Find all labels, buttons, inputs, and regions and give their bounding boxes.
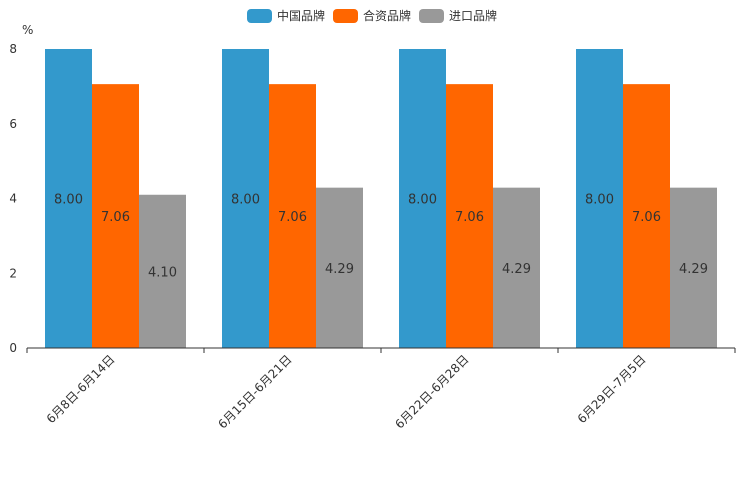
x-tick-label: 6月29日-7月5日 bbox=[575, 352, 649, 426]
data-label: 4.29 bbox=[502, 262, 531, 277]
x-axis: 6月8日-6月14日 6月15日-6月21日 6月22日-6月28日 6月29日-7月… bbox=[26, 348, 736, 432]
bars bbox=[45, 49, 717, 348]
y-tick-label: 4 bbox=[9, 192, 17, 206]
value-labels: 8.00 7.06 4.10 8.00 7.06 4.29 8.00 7.06 4.29 8.00… bbox=[54, 193, 708, 281]
legend: 中国品牌 合资品牌 进口品牌 bbox=[0, 7, 744, 24]
data-label: 7.06 bbox=[632, 210, 661, 225]
y-tick-label: 8 bbox=[9, 42, 17, 56]
bar[interactable] bbox=[92, 84, 139, 348]
bar[interactable] bbox=[139, 194, 186, 348]
y-tick-label: 0 bbox=[9, 341, 17, 355]
bar[interactable] bbox=[45, 49, 92, 348]
bar[interactable] bbox=[399, 49, 446, 348]
y-tick-label: 6 bbox=[9, 117, 17, 131]
bar[interactable] bbox=[269, 84, 316, 348]
data-label: 4.29 bbox=[679, 262, 708, 277]
bar[interactable] bbox=[493, 187, 540, 348]
x-tick-label: 6月15日-6月21日 bbox=[215, 352, 294, 431]
data-label: 7.06 bbox=[455, 210, 484, 225]
legend-swatch-import-brand bbox=[419, 8, 444, 23]
legend-label-joint-venture-brand: 合资品牌 bbox=[362, 9, 411, 23]
bar[interactable] bbox=[670, 187, 717, 348]
data-label: 8.00 bbox=[54, 193, 83, 208]
bar[interactable] bbox=[316, 187, 363, 348]
legend-item-china-brand[interactable]: 中国品牌 bbox=[246, 7, 325, 24]
legend-item-joint-venture-brand[interactable]: 合资品牌 bbox=[332, 7, 411, 24]
legend-swatch-joint-venture-brand bbox=[332, 8, 358, 23]
data-label: 8.00 bbox=[408, 193, 437, 208]
bar[interactable] bbox=[576, 49, 623, 348]
legend-swatch-china-brand bbox=[246, 8, 272, 23]
data-label: 8.00 bbox=[231, 193, 260, 208]
data-label: 4.29 bbox=[325, 262, 354, 277]
legend-item-import-brand[interactable]: 进口品牌 bbox=[419, 7, 497, 24]
data-label: 7.06 bbox=[101, 210, 130, 225]
bar[interactable] bbox=[222, 49, 269, 348]
bar[interactable] bbox=[623, 84, 670, 348]
data-label: 8.00 bbox=[585, 193, 614, 208]
data-label: 4.10 bbox=[148, 265, 177, 280]
data-label: 7.06 bbox=[278, 210, 307, 225]
y-tick-label: 2 bbox=[9, 266, 17, 280]
bar[interactable] bbox=[446, 84, 493, 348]
legend-label-china-brand: 中国品牌 bbox=[276, 9, 325, 23]
y-axis-unit: % bbox=[22, 23, 33, 37]
x-tick-label: 6月8日-6月14日 bbox=[44, 352, 118, 426]
legend-label-import-brand: 进口品牌 bbox=[449, 9, 498, 23]
y-axis: 0 2 4 6 8 bbox=[9, 42, 17, 355]
x-tick-label: 6月22日-6月28日 bbox=[392, 352, 471, 431]
